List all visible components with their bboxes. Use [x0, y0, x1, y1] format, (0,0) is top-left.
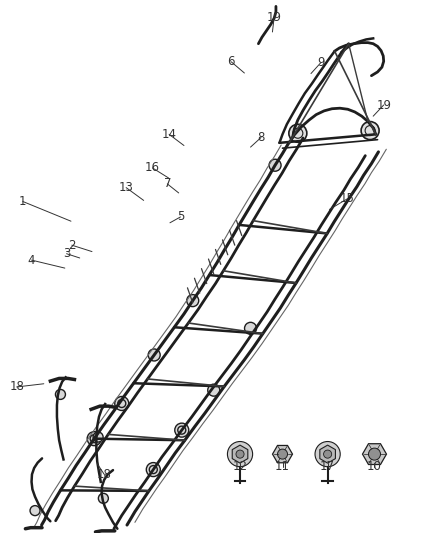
Text: 2: 2	[68, 239, 76, 252]
Circle shape	[361, 122, 379, 140]
Text: 6: 6	[227, 55, 235, 68]
Circle shape	[118, 399, 126, 408]
Circle shape	[30, 506, 40, 515]
Text: 15: 15	[340, 192, 355, 205]
Circle shape	[99, 494, 108, 503]
Circle shape	[87, 432, 101, 446]
Circle shape	[149, 465, 157, 474]
Circle shape	[278, 449, 287, 459]
Circle shape	[146, 463, 160, 477]
Circle shape	[368, 448, 381, 460]
Text: 3: 3	[63, 247, 70, 260]
Text: 9: 9	[317, 56, 325, 69]
Text: 7: 7	[163, 177, 171, 190]
Polygon shape	[272, 446, 293, 463]
Circle shape	[148, 349, 160, 361]
Text: 4: 4	[28, 254, 35, 266]
Circle shape	[227, 441, 253, 467]
Circle shape	[208, 384, 220, 396]
Text: 1: 1	[19, 195, 27, 208]
Text: 17: 17	[320, 461, 335, 473]
Polygon shape	[232, 445, 248, 463]
Text: 5: 5	[177, 211, 184, 223]
Polygon shape	[363, 444, 386, 464]
Text: 14: 14	[162, 128, 177, 141]
Circle shape	[187, 295, 199, 306]
Text: 18: 18	[9, 381, 24, 393]
Text: 19: 19	[376, 99, 391, 111]
Circle shape	[56, 390, 65, 399]
Circle shape	[178, 426, 186, 434]
Text: 16: 16	[145, 161, 160, 174]
Circle shape	[244, 322, 257, 334]
Circle shape	[324, 450, 332, 458]
Polygon shape	[320, 445, 336, 463]
Circle shape	[175, 423, 189, 437]
Text: 12: 12	[233, 461, 247, 473]
Circle shape	[236, 450, 244, 458]
Circle shape	[269, 159, 281, 171]
Circle shape	[289, 124, 307, 142]
Circle shape	[93, 432, 103, 442]
Text: 10: 10	[367, 461, 382, 473]
Text: 18: 18	[97, 468, 112, 481]
Circle shape	[315, 441, 340, 467]
Text: 11: 11	[275, 461, 290, 473]
Circle shape	[115, 397, 129, 410]
Text: 8: 8	[258, 131, 265, 144]
Circle shape	[90, 434, 98, 443]
Text: 13: 13	[119, 181, 134, 194]
Text: 19: 19	[267, 11, 282, 23]
